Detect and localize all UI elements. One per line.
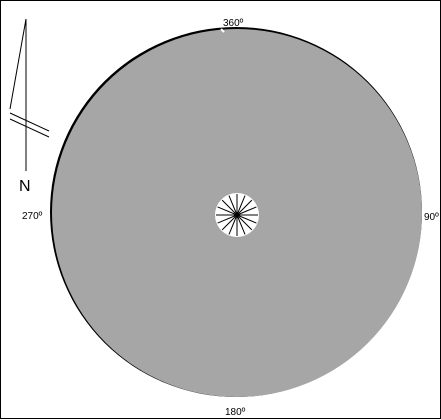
center-spoke <box>221 199 238 216</box>
center-spoke <box>236 214 246 235</box>
label-west: 270º <box>22 211 43 222</box>
label-east: 90º <box>424 212 439 223</box>
center-spoke <box>236 206 257 216</box>
center-spoke <box>236 195 246 216</box>
center-rose <box>215 193 259 237</box>
center-spoke <box>228 214 238 235</box>
center-spoke <box>217 206 238 216</box>
north-tick <box>220 28 225 33</box>
north-arrow-label: N <box>19 178 31 195</box>
label-north: 360º <box>223 18 244 29</box>
center-spoke <box>221 214 238 231</box>
center-spoke <box>228 195 238 216</box>
label-south: 180º <box>225 407 246 418</box>
center-spoke <box>236 199 253 216</box>
north-arrow-icon <box>9 18 50 171</box>
center-spoke <box>236 214 257 224</box>
center-spoke <box>236 214 253 231</box>
center-spoke <box>217 214 238 224</box>
